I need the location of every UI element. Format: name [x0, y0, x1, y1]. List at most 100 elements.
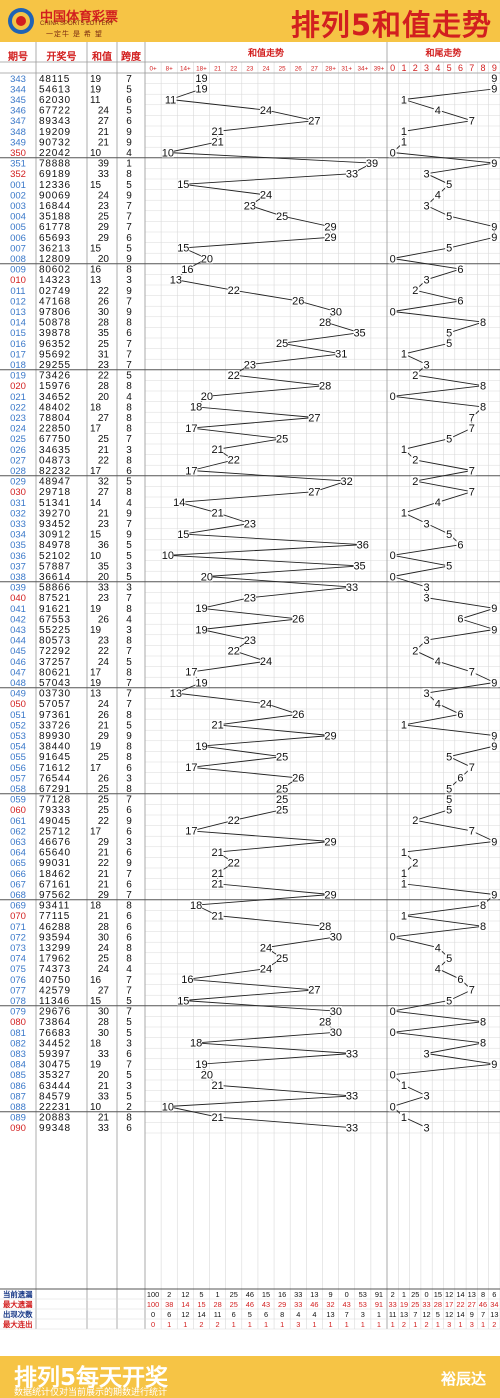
- tail-point-bg: [467, 115, 476, 126]
- issue-cell: 083: [10, 1049, 26, 1060]
- sum-point-bg: [346, 168, 359, 179]
- tail-point: 1: [401, 126, 407, 138]
- sum-cell: 20: [98, 254, 110, 265]
- tail-point-bg: [399, 878, 408, 889]
- sum-point: 29: [324, 730, 336, 742]
- sum-point: 33: [346, 169, 358, 181]
- sum-point: 24: [260, 942, 272, 954]
- span-cell: 7: [126, 201, 132, 212]
- stats-sum-value: 0: [151, 1320, 155, 1329]
- numbers-cell: 97806: [39, 307, 71, 318]
- span-cell: 8: [126, 169, 132, 180]
- sum-cell: 27: [98, 985, 110, 996]
- sum-cell: 35: [98, 561, 110, 572]
- sum-point-bg: [195, 73, 208, 84]
- span-cell: 7: [126, 689, 132, 700]
- stats-tail-value: 1: [402, 1290, 406, 1299]
- tail-point-bg: [445, 179, 454, 190]
- stats-sum-value: 12: [181, 1290, 189, 1299]
- sum-cell: 21: [98, 1113, 110, 1124]
- stats-tail-value: 7: [413, 1310, 417, 1319]
- tail-point-bg: [479, 1016, 488, 1027]
- issue-cell: 079: [10, 1007, 26, 1018]
- numbers-cell: 80573: [39, 636, 71, 647]
- issue-cell: 060: [10, 805, 26, 816]
- stats-sum-value: 4: [312, 1310, 316, 1319]
- numbers-cell: 77115: [39, 911, 70, 922]
- numbers-cell: 02749: [39, 286, 71, 297]
- numbers-cell: 22231: [39, 1102, 71, 1113]
- footer-brand: 裕辰达: [440, 1371, 486, 1388]
- tail-point-bg: [479, 921, 488, 932]
- sum-point: 26: [292, 709, 304, 721]
- tail-point: 1: [401, 847, 407, 859]
- sum-cell: 19: [90, 742, 102, 753]
- span-cell: 3: [126, 561, 132, 572]
- tail-point-bg: [445, 995, 454, 1006]
- sum-point-bg: [243, 359, 256, 370]
- numbers-cell: 67161: [39, 879, 71, 890]
- numbers-cell: 62030: [39, 95, 71, 106]
- span-cell: 5: [126, 1070, 132, 1081]
- tail-point-bg: [456, 974, 465, 985]
- numbers-cell: 34452: [39, 1038, 71, 1049]
- tail-point-bg: [445, 242, 454, 253]
- sum-point: 28: [319, 921, 331, 933]
- stats-tail-value: 12: [422, 1310, 430, 1319]
- sum-cell: 10: [90, 1102, 102, 1113]
- numbers-cell: 19209: [39, 127, 71, 138]
- span-cell: 5: [126, 106, 132, 117]
- sum-cell: 19: [90, 604, 102, 615]
- sum-bin-label: 18+: [196, 66, 207, 73]
- issue-cell: 007: [10, 243, 26, 254]
- sum-point-bg: [308, 115, 321, 126]
- sum-cell: 24: [98, 699, 110, 710]
- issue-cell: 074: [10, 954, 26, 965]
- numbers-cell: 82232: [39, 466, 71, 477]
- sum-cell: 33: [98, 583, 110, 594]
- sum-cell: 21: [98, 848, 110, 859]
- tail-point: 2: [412, 285, 418, 297]
- stats-tail-value: 34: [490, 1300, 498, 1309]
- numbers-cell: 38440: [39, 742, 71, 753]
- issue-cell: 348: [10, 127, 26, 138]
- tail-point: 0: [390, 306, 396, 318]
- numbers-cell: 18462: [39, 869, 71, 880]
- stats-sum-value: 1: [361, 1320, 365, 1329]
- sum-point-bg: [169, 688, 182, 699]
- sum-point-bg: [276, 338, 289, 349]
- tail-point: 3: [423, 582, 429, 594]
- issue-cell: 351: [10, 159, 26, 170]
- tail-point: 4: [435, 105, 441, 117]
- sum-point: 36: [357, 540, 369, 552]
- span-cell: 6: [126, 763, 132, 774]
- tail-point-bg: [445, 327, 454, 338]
- sum-point-bg: [211, 847, 224, 858]
- numbers-cell: 54613: [39, 84, 71, 95]
- sum-cell: 30: [98, 307, 110, 318]
- tail-point-bg: [467, 984, 476, 995]
- tail-point: 1: [401, 137, 407, 149]
- span-cell: 3: [126, 275, 132, 286]
- tail-point-bg: [388, 1006, 397, 1017]
- sum-point: 25: [276, 211, 288, 223]
- sum-cell: 21: [98, 127, 110, 138]
- numbers-cell: 65693: [39, 233, 71, 244]
- sum-point: 30: [330, 1027, 342, 1039]
- tail-point: 5: [446, 328, 452, 340]
- span-cell: 4: [126, 148, 132, 159]
- sum-cell: 17: [90, 466, 102, 477]
- sum-cell: 30: [98, 1028, 110, 1039]
- stats-tail-value: 6: [492, 1290, 496, 1299]
- numbers-cell: 34652: [39, 392, 71, 403]
- sum-point-bg: [164, 94, 177, 105]
- numbers-cell: 47168: [39, 296, 71, 307]
- sum-point-bg: [319, 380, 332, 391]
- tail-point-bg: [399, 444, 408, 455]
- issue-cell: 009: [10, 265, 26, 276]
- sum-point: 39: [366, 158, 378, 170]
- sum-cell: 21: [98, 1081, 110, 1092]
- numbers-cell: 78888: [39, 159, 71, 170]
- tail-point-bg: [433, 497, 442, 508]
- span-cell: 8: [126, 487, 132, 498]
